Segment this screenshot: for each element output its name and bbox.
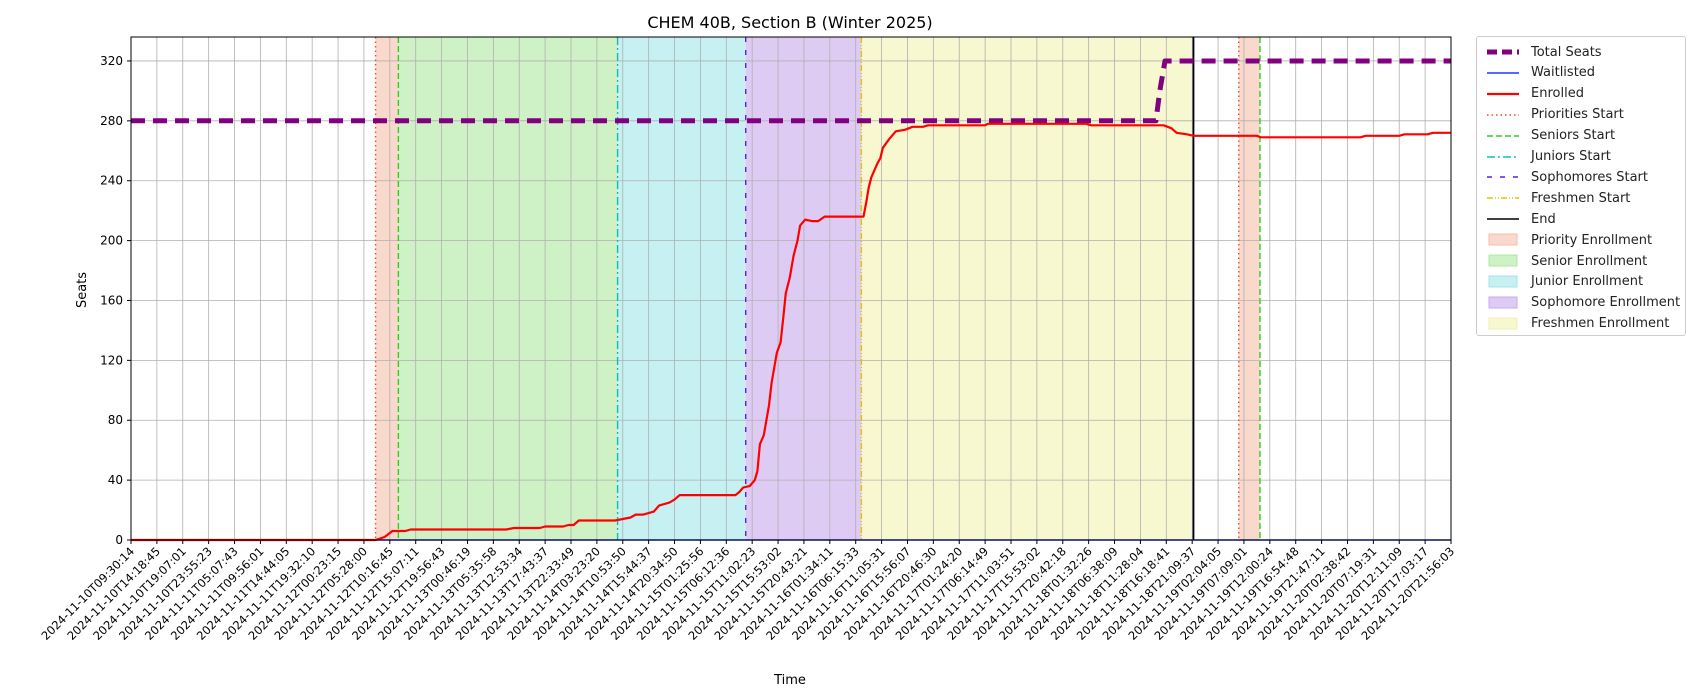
legend-swatch <box>1487 197 1519 199</box>
y-tick-label: 240 <box>100 174 123 188</box>
legend-swatch <box>1487 113 1519 116</box>
x-axis-label: Time <box>773 673 806 688</box>
legend-swatch <box>1488 233 1518 246</box>
legend-swatch <box>1488 317 1518 330</box>
legend-entry: Priority Enrollment <box>1485 230 1652 250</box>
legend-swatch <box>1488 254 1518 267</box>
y-tick-label: 0 <box>115 533 123 547</box>
legend-entry: Sophomore Enrollment <box>1485 293 1680 313</box>
legend-swatch <box>1487 72 1519 74</box>
legend-label: End <box>1531 211 1556 227</box>
legend-entry: End <box>1485 209 1556 229</box>
legend-label: Junior Enrollment <box>1531 274 1644 290</box>
legend-entry: Senior Enrollment <box>1485 251 1647 271</box>
legend-patch <box>1488 317 1518 330</box>
y-tick-label: 40 <box>108 473 123 487</box>
y-tick-label: 80 <box>108 413 123 427</box>
legend-entry: Total Seats <box>1485 42 1602 62</box>
series-line <box>131 58 1451 124</box>
y-tick-label: 120 <box>100 353 123 367</box>
legend-entry: Junior Enrollment <box>1485 272 1643 292</box>
legend-label: Sophomores Start <box>1531 169 1648 185</box>
legend-label: Freshmen Enrollment <box>1531 316 1670 332</box>
legend-entry: Freshmen Start <box>1485 188 1630 208</box>
x-axis-ticks: 2024-11-10T09:30:142024-11-10T14:18:4520… <box>38 540 1457 643</box>
grid-lines <box>130 37 1452 541</box>
legend-swatch <box>1487 218 1519 220</box>
phase-band <box>1238 37 1260 540</box>
legend-entry: Sophomores Start <box>1485 167 1648 187</box>
y-axis-label: Seats <box>75 272 90 308</box>
legend-swatch <box>1488 275 1518 288</box>
legend-patch <box>1488 296 1518 309</box>
legend-swatch <box>1487 176 1519 179</box>
legend-entry: Priorities Start <box>1485 105 1624 125</box>
chart-title: CHEM 40B, Section B (Winter 2025) <box>647 13 932 32</box>
legend-entry: Juniors Start <box>1485 147 1611 167</box>
legend-swatch <box>1487 134 1519 137</box>
y-tick-label: 320 <box>100 54 123 68</box>
legend-swatch <box>1487 92 1519 95</box>
legend-swatch <box>1488 296 1518 309</box>
phase-band <box>861 37 1191 540</box>
plot-frame <box>130 36 1452 541</box>
legend-entry: Seniors Start <box>1485 126 1615 146</box>
y-tick-label: 200 <box>100 234 123 248</box>
legend-entry: Waitlisted <box>1485 63 1595 83</box>
chart-legend: Total Seats Waitlisted Enrolled Priorities … <box>1476 36 1686 336</box>
legend-label: Seniors Start <box>1531 128 1616 144</box>
legend-label: Sophomore Enrollment <box>1531 295 1681 311</box>
y-tick-label: 280 <box>100 114 123 128</box>
legend-label: Waitlisted <box>1531 65 1596 81</box>
phase-band <box>375 37 399 540</box>
legend-swatch <box>1487 155 1519 158</box>
phase-band <box>398 37 618 540</box>
legend-label: Senior Enrollment <box>1531 253 1648 269</box>
legend-label: Priority Enrollment <box>1531 232 1653 248</box>
series-line <box>131 122 1451 542</box>
y-tick-label: 160 <box>100 293 123 307</box>
legend-swatch <box>1487 49 1519 55</box>
legend-label: Priorities Start <box>1531 107 1624 123</box>
legend-label: Enrolled <box>1531 86 1584 102</box>
legend-label: Freshmen Start <box>1531 190 1631 206</box>
legend-entry: Enrolled <box>1485 84 1584 104</box>
y-axis-ticks: 0 40 80 120 160 200 240 280 320 <box>100 54 131 547</box>
legend-label: Total Seats <box>1531 44 1602 60</box>
legend-patch <box>1488 254 1518 267</box>
legend-label: Juniors Start <box>1531 149 1611 164</box>
phase-bands <box>375 37 1260 540</box>
legend-patch <box>1488 275 1518 288</box>
legend-patch <box>1488 233 1518 246</box>
legend-entry: Freshmen Enrollment <box>1485 314 1669 334</box>
